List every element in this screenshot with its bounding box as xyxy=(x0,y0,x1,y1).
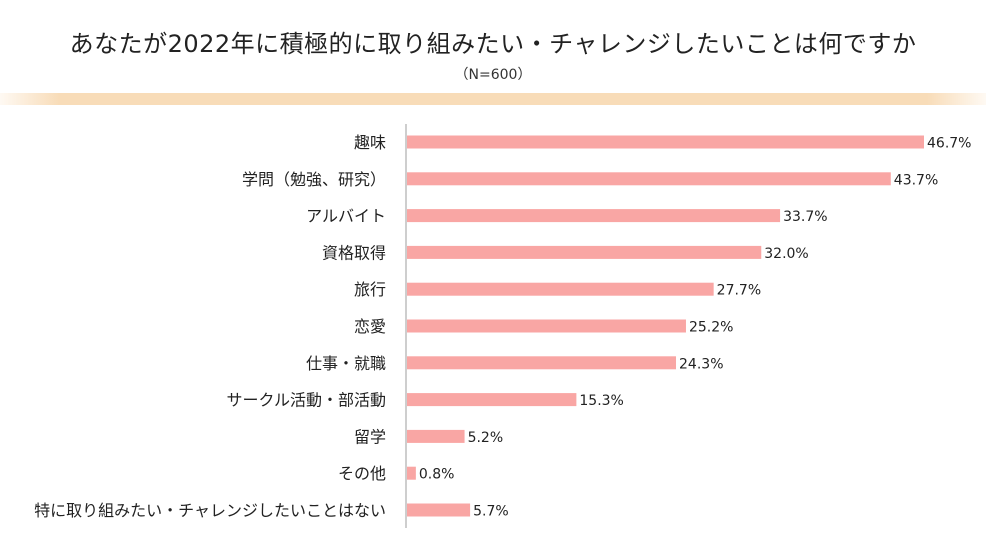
chart-subtitle: （N=600） xyxy=(454,67,532,83)
category-label: 恋愛 xyxy=(354,317,386,336)
value-label: 33.7% xyxy=(783,209,827,225)
category-label: 仕事・就職 xyxy=(306,354,386,373)
value-label: 46.7% xyxy=(927,136,971,152)
bar xyxy=(407,135,924,149)
bars xyxy=(407,135,924,517)
bar xyxy=(407,319,686,333)
category-label: 資格取得 xyxy=(322,243,386,262)
category-label: 旅行 xyxy=(354,280,386,299)
category-label: 留学 xyxy=(354,427,386,446)
category-label: サークル活動・部活動 xyxy=(226,391,386,410)
value-label: 25.2% xyxy=(689,320,733,336)
value-label: 27.7% xyxy=(717,283,761,299)
value-labels: 46.7% 43.7% 33.7% 32.0% 27.7% 25.2% 24.3% 15.3%… xyxy=(419,136,972,520)
category-label: 趣味 xyxy=(354,133,386,152)
bar xyxy=(407,282,714,296)
value-label: 24.3% xyxy=(679,356,723,372)
value-label: 15.3% xyxy=(579,393,623,409)
value-label: 43.7% xyxy=(894,172,938,188)
value-label: 5.7% xyxy=(473,504,509,520)
value-label: 5.2% xyxy=(468,430,504,446)
bar xyxy=(407,209,781,223)
category-label: その他 xyxy=(338,464,386,483)
bar xyxy=(407,466,416,480)
bar xyxy=(407,172,891,186)
bar xyxy=(407,245,762,259)
category-label: アルバイト xyxy=(306,207,386,226)
bar xyxy=(407,429,465,443)
bar xyxy=(407,393,577,407)
chart-title: あなたが2022年に積極的に取り組みたい・チャレンジしたいことは何ですか xyxy=(69,30,917,58)
bar xyxy=(407,503,471,517)
category-label: 特に取り組みたい・チャレンジしたいことはない xyxy=(34,501,386,520)
value-label: 32.0% xyxy=(764,246,808,262)
bar xyxy=(407,356,677,370)
category-label: 学問（勉強、研究） xyxy=(242,170,386,189)
value-label: 0.8% xyxy=(419,467,455,483)
title-divider xyxy=(0,93,986,105)
